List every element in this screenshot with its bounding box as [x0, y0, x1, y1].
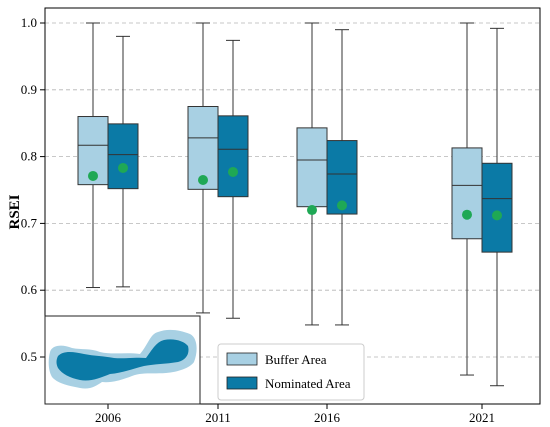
box-buffer-area-2021 — [451, 22, 483, 376]
x-tick-label: 2006 — [95, 410, 122, 425]
mean-marker — [462, 209, 472, 220]
y-tick-label: 1.0 — [21, 15, 37, 30]
mean-markers — [88, 162, 502, 221]
axes: 0.5 0.6 0.7 0.8 0.9 1.0 2006 2011 2016 2021 — [21, 7, 541, 425]
box-buffer-area-2011 — [187, 22, 219, 314]
mean-marker — [337, 200, 347, 211]
legend-swatch-nominated-area — [226, 376, 258, 390]
mean-marker — [198, 174, 208, 185]
plot-frame — [44, 7, 541, 405]
y-tick-label: 0.8 — [21, 149, 37, 164]
mean-marker — [492, 210, 502, 221]
x-tick-label: 2016 — [314, 410, 341, 425]
legend-label-buffer-area: Buffer Area — [265, 352, 327, 367]
box-iqr — [451, 147, 483, 240]
y-axis-label: RSEI — [7, 194, 23, 229]
box-nominated-area-2006 — [107, 35, 139, 288]
box-nominated-area-2016 — [326, 29, 358, 326]
box-iqr — [107, 123, 139, 190]
box-nominated-area-2011 — [217, 39, 249, 319]
mean-marker — [307, 205, 317, 216]
mean-marker — [228, 166, 238, 177]
box-iqr — [481, 162, 513, 253]
legend: Buffer Area Nominated Area — [217, 343, 365, 401]
nominated-area-shape — [56, 339, 189, 381]
box-iqr — [296, 127, 328, 208]
legend-swatch-buffer-area — [226, 352, 258, 366]
x-tick-label: 2011 — [205, 410, 231, 425]
mean-marker — [88, 170, 98, 181]
y-tick-label: 0.9 — [21, 82, 37, 97]
box-iqr — [217, 115, 249, 198]
box-buffer-area-2006 — [77, 22, 109, 289]
mean-marker — [118, 162, 128, 173]
inset-map — [44, 315, 201, 405]
y-tick-label: 0.7 — [21, 215, 38, 230]
y-tick-label: 0.6 — [21, 282, 38, 297]
box-series — [77, 22, 513, 387]
legend-label-nominated-area: Nominated Area — [265, 376, 351, 391]
y-tick-label: 0.5 — [21, 349, 37, 364]
x-tick-label: 2021 — [469, 410, 495, 425]
box-buffer-area-2016 — [296, 22, 328, 326]
box-nominated-area-2021 — [481, 27, 513, 387]
